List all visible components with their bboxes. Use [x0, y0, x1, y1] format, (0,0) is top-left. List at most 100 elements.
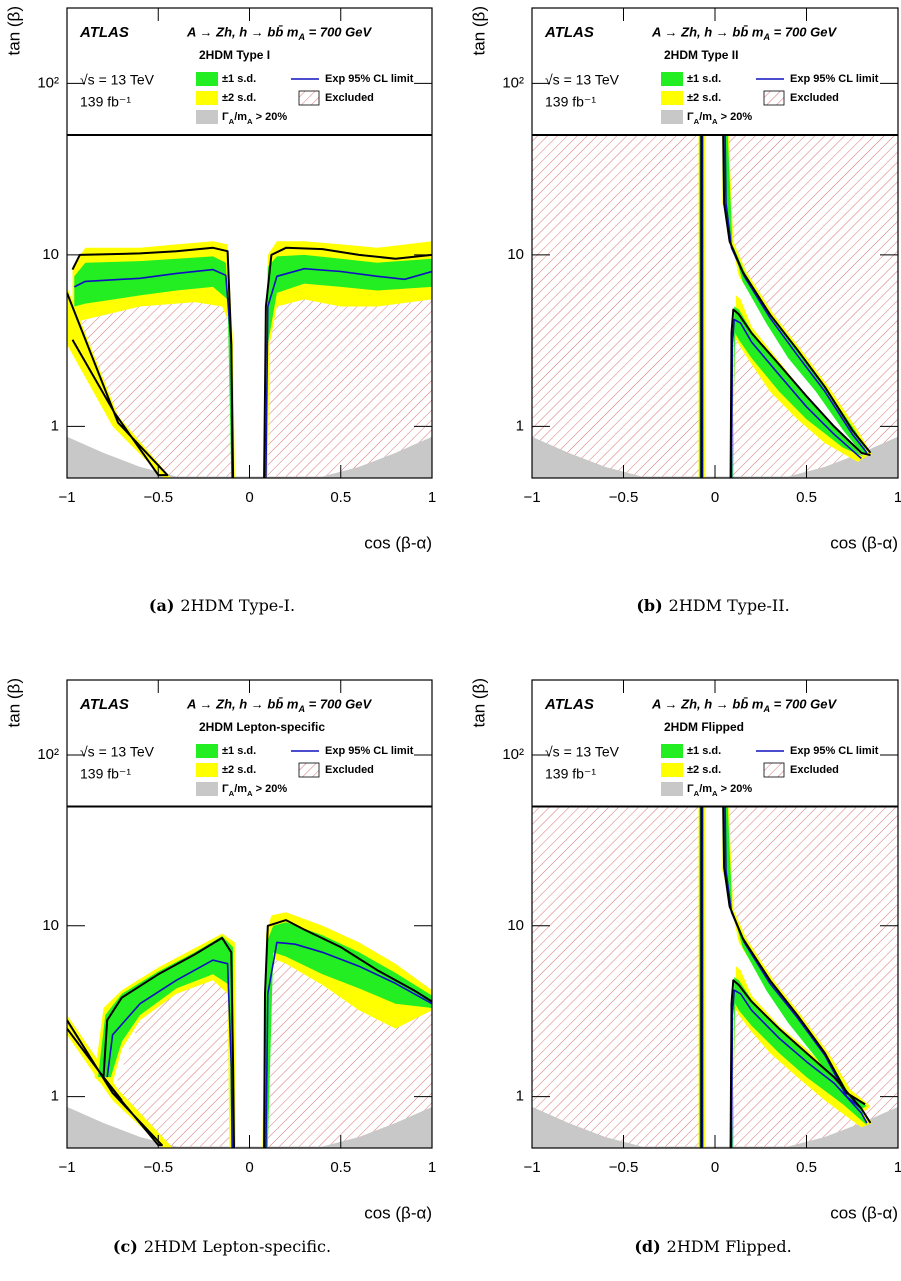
legend-swatch — [196, 110, 218, 124]
band — [67, 1106, 432, 1148]
legend-label: Exp 95% CL limit — [790, 73, 879, 85]
panel-subtitle: 2HDM Type II — [664, 48, 738, 62]
legend-swatch — [196, 763, 218, 777]
x-tick-label: 0 — [711, 489, 719, 506]
caption: (c) 2HDM Lepton-specific. — [113, 1237, 331, 1256]
legend-swatch — [196, 91, 218, 105]
x-tick-label: −1 — [523, 1159, 540, 1176]
legend-label: ΓA/mA > 20% — [687, 111, 752, 126]
panel-subtitle: 2HDM Flipped — [664, 720, 744, 734]
legend-swatch — [763, 762, 785, 778]
legend-swatch — [298, 762, 320, 778]
y-axis-label: tan (β) — [4, 678, 23, 727]
band — [699, 806, 867, 1148]
y-tick-label: 10 — [42, 917, 59, 934]
legend-label: ±2 s.d. — [222, 764, 256, 776]
caption: (a) 2HDM Type-I. — [149, 596, 295, 615]
excluded-region — [114, 957, 432, 1148]
energy-label: √s = 13 TeV — [545, 744, 620, 760]
band — [67, 436, 432, 478]
x-tick-label: 1 — [428, 489, 436, 506]
panel-subtitle: 2HDM Type I — [199, 48, 270, 62]
legend-label: ±2 s.d. — [687, 764, 721, 776]
limit-line — [700, 134, 872, 478]
band — [532, 436, 898, 478]
y-tick-label: 10 — [507, 917, 524, 934]
caption-label: (c) — [113, 1237, 138, 1256]
panel-title: A → Zh, h → bb̄ mA = 700 GeV — [186, 24, 372, 42]
x-tick-label: −0.5 — [143, 1159, 173, 1176]
caption-text: 2HDM Type-I. — [180, 596, 295, 615]
x-tick-label: −0.5 — [609, 489, 639, 506]
y-tick-label: 10² — [502, 74, 524, 91]
caption-label: (b) — [636, 596, 662, 615]
lumi-label: 139 fb⁻¹ — [80, 766, 131, 782]
panel: −1 −0.5 0 0.5 1 1 10 10² cos (β-α) tan (β) ATLAS A … — [469, 6, 901, 552]
x-tick-label: −0.5 — [143, 489, 173, 506]
legend-swatch — [298, 90, 320, 106]
x-tick-label: 1 — [894, 1159, 901, 1176]
x-tick-label: 0.5 — [796, 1159, 817, 1176]
legend-label: Exp 95% CL limit — [325, 73, 414, 85]
legend-label: ΓA/mA > 20% — [687, 783, 752, 798]
caption: (b) 2HDM Type-II. — [636, 596, 789, 615]
band — [98, 922, 432, 1148]
panel-title: A → Zh, h → bb̄ mA = 700 GeV — [651, 24, 837, 42]
x-tick-label: 0 — [245, 1159, 253, 1176]
legend-label: ΓA/mA > 20% — [222, 111, 287, 126]
band — [532, 1106, 898, 1148]
x-tick-label: 0.5 — [796, 489, 817, 506]
limit-line — [700, 806, 872, 1148]
x-tick-label: −1 — [58, 489, 75, 506]
energy-label: √s = 13 TeV — [80, 72, 155, 88]
plot-area — [67, 241, 432, 478]
y-tick-label: 10² — [37, 74, 59, 91]
atlas-label: ATLAS — [79, 696, 129, 713]
legend-label: ΓA/mA > 20% — [222, 783, 287, 798]
atlas-label: ATLAS — [79, 24, 129, 41]
x-tick-label: −1 — [523, 489, 540, 506]
legend-label: ±1 s.d. — [687, 745, 721, 757]
x-axis-label: cos (β-α) — [364, 533, 432, 552]
y-tick-label: 1 — [516, 417, 524, 434]
panel: −1 −0.5 0 0.5 1 1 10 10² cos (β-α) tan (β) ATLAS A … — [469, 678, 901, 1222]
panel: −1 −0.5 0 0.5 1 1 10 10² cos (β-α) tan (β) ATLAS A … — [4, 6, 436, 552]
x-tick-label: 1 — [428, 1159, 436, 1176]
y-axis-label: tan (β) — [469, 6, 488, 55]
legend-label: Exp 95% CL limit — [790, 745, 879, 757]
legend-label: Exp 95% CL limit — [325, 745, 414, 757]
limit-line — [67, 919, 432, 1148]
lumi-label: 139 fb⁻¹ — [545, 94, 596, 110]
energy-label: √s = 13 TeV — [80, 744, 155, 760]
legend-label: ±2 s.d. — [222, 92, 256, 104]
panel: −1 −0.5 0 0.5 1 1 10 10² cos (β-α) tan (β) ATLAS A … — [4, 678, 436, 1222]
x-axis-label: cos (β-α) — [830, 533, 898, 552]
panel-title: A → Zh, h → bb̄ mA = 700 GeV — [186, 696, 372, 714]
legend-swatch — [661, 744, 683, 758]
legend-label: ±2 s.d. — [687, 92, 721, 104]
legend-label: Excluded — [325, 92, 374, 104]
x-tick-label: 0 — [245, 489, 253, 506]
caption-text: 2HDM Flipped. — [667, 1237, 792, 1256]
legend-swatch — [196, 782, 218, 796]
y-tick-label: 10² — [37, 746, 59, 763]
x-axis-label: cos (β-α) — [830, 1203, 898, 1222]
excluded-region — [72, 299, 432, 478]
legend-label: Excluded — [790, 92, 839, 104]
caption-label: (d) — [634, 1237, 660, 1256]
legend-label: ±1 s.d. — [222, 745, 256, 757]
lumi-label: 139 fb⁻¹ — [545, 766, 596, 782]
x-tick-label: −1 — [58, 1159, 75, 1176]
legend-swatch — [661, 782, 683, 796]
y-axis-label: tan (β) — [4, 6, 23, 55]
plot-area — [67, 912, 432, 1148]
legend-swatch — [196, 744, 218, 758]
caption-text: 2HDM Type-II. — [669, 596, 790, 615]
y-tick-label: 10 — [507, 246, 524, 263]
caption: (d) 2HDM Flipped. — [634, 1237, 791, 1256]
y-tick-label: 10² — [502, 746, 524, 763]
plot-area — [532, 806, 898, 1148]
y-tick-label: 1 — [51, 1088, 59, 1105]
atlas-label: ATLAS — [544, 24, 594, 41]
